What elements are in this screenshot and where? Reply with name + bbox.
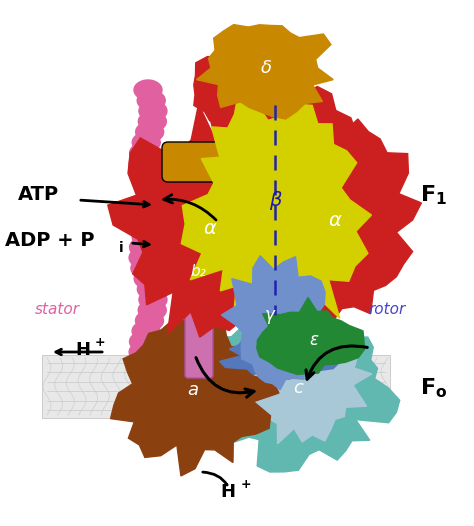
Ellipse shape [134,174,162,194]
Polygon shape [219,334,348,379]
Text: γ: γ [265,306,275,324]
Polygon shape [194,46,293,128]
Ellipse shape [136,216,164,236]
Ellipse shape [132,133,160,153]
Ellipse shape [136,122,164,142]
Polygon shape [257,298,365,375]
Text: a: a [188,381,199,399]
Polygon shape [181,88,372,350]
Polygon shape [233,325,372,444]
Text: β: β [269,190,281,209]
Ellipse shape [136,311,164,331]
Ellipse shape [131,164,159,184]
Ellipse shape [129,342,157,362]
Ellipse shape [138,206,166,226]
Ellipse shape [139,290,167,310]
Polygon shape [190,304,400,472]
Ellipse shape [138,394,166,414]
FancyArrowPatch shape [196,358,254,397]
Text: α: α [203,218,217,238]
Ellipse shape [131,352,159,372]
Text: ADP + P: ADP + P [5,230,94,249]
Ellipse shape [136,405,164,425]
Text: +: + [95,337,106,349]
Ellipse shape [129,248,157,268]
Text: α: α [328,210,341,229]
Text: H: H [75,341,90,359]
Ellipse shape [129,237,157,257]
Polygon shape [198,83,356,228]
FancyBboxPatch shape [162,142,229,182]
Text: $\mathbf{F_o}$: $\mathbf{F_o}$ [420,376,447,400]
Text: stator: stator [35,302,80,318]
FancyArrowPatch shape [203,472,227,485]
FancyBboxPatch shape [42,355,390,418]
Ellipse shape [137,279,165,299]
Ellipse shape [139,384,167,404]
Text: δ: δ [261,59,272,77]
Ellipse shape [134,363,162,383]
Ellipse shape [137,185,165,205]
Text: b₂: b₂ [190,265,206,279]
Text: $\mathbf{F_1}$: $\mathbf{F_1}$ [420,183,447,207]
Text: ε: ε [310,331,319,349]
Ellipse shape [129,331,157,351]
Ellipse shape [139,195,167,215]
Polygon shape [247,322,314,390]
FancyArrowPatch shape [164,195,216,220]
Text: H: H [220,483,235,501]
Ellipse shape [132,227,160,247]
Polygon shape [108,104,314,337]
Polygon shape [221,256,331,365]
Text: ATP: ATP [18,186,59,205]
Ellipse shape [137,90,165,110]
Ellipse shape [138,112,166,132]
Text: c: c [293,379,303,397]
Ellipse shape [129,154,157,174]
Ellipse shape [139,101,167,121]
Ellipse shape [137,373,165,393]
Ellipse shape [132,321,160,341]
Ellipse shape [134,269,162,289]
Text: +: + [241,478,252,491]
Polygon shape [237,119,421,325]
Ellipse shape [138,300,166,320]
FancyBboxPatch shape [185,252,213,378]
Ellipse shape [134,80,162,100]
Text: rotor: rotor [368,302,405,318]
Polygon shape [197,25,333,119]
FancyArrowPatch shape [306,346,367,379]
Ellipse shape [130,143,158,163]
Ellipse shape [131,258,159,278]
Polygon shape [110,313,279,476]
Text: i: i [119,241,124,255]
